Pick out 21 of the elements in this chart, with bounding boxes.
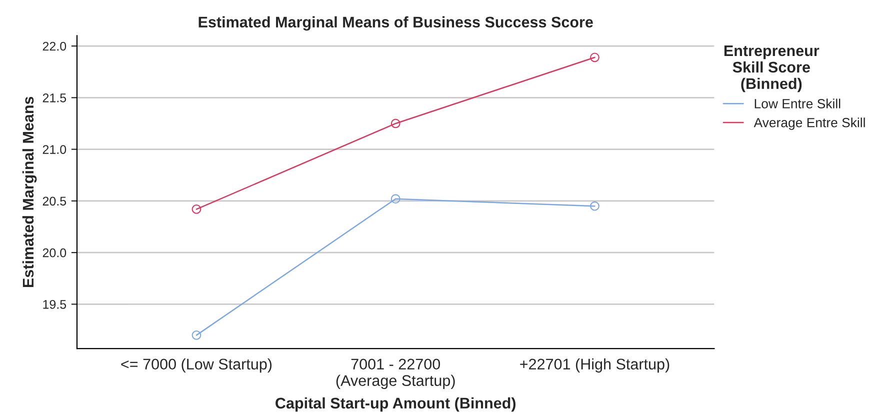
chart-title: Estimated Marginal Means of Business Success Score: [198, 16, 593, 31]
legend-label: Average Entre Skill: [754, 118, 865, 130]
y-tick-label: 21.5: [42, 93, 66, 102]
x-axis-title: Capital Start-up Amount (Binned): [276, 397, 516, 412]
y-tick-label: 19.5: [43, 300, 66, 309]
x-tick-label: <= 7000 (Low Startup): [121, 358, 272, 373]
x-tick-label: 7001 - 22700 (Average Startup): [336, 358, 455, 390]
legend-title: Entrepreneur Skill Score (Binned): [724, 45, 820, 92]
y-tick-label: 22.0: [42, 42, 66, 51]
y-tick-label: 20.0: [42, 248, 66, 258]
y-tick-label: 20.5: [42, 196, 66, 206]
point: [590, 52, 600, 62]
x-tick-label: +22701 (High Startup): [520, 358, 670, 373]
point: [390, 194, 400, 204]
point: [192, 330, 202, 340]
y-tick-label: 21.0: [42, 145, 66, 154]
point: [390, 118, 400, 128]
point: [192, 204, 202, 214]
point: [590, 201, 600, 211]
legend-label: Low Entre Skill: [754, 98, 840, 108]
y-axis-title: Estimated Marginal Means: [22, 96, 37, 288]
